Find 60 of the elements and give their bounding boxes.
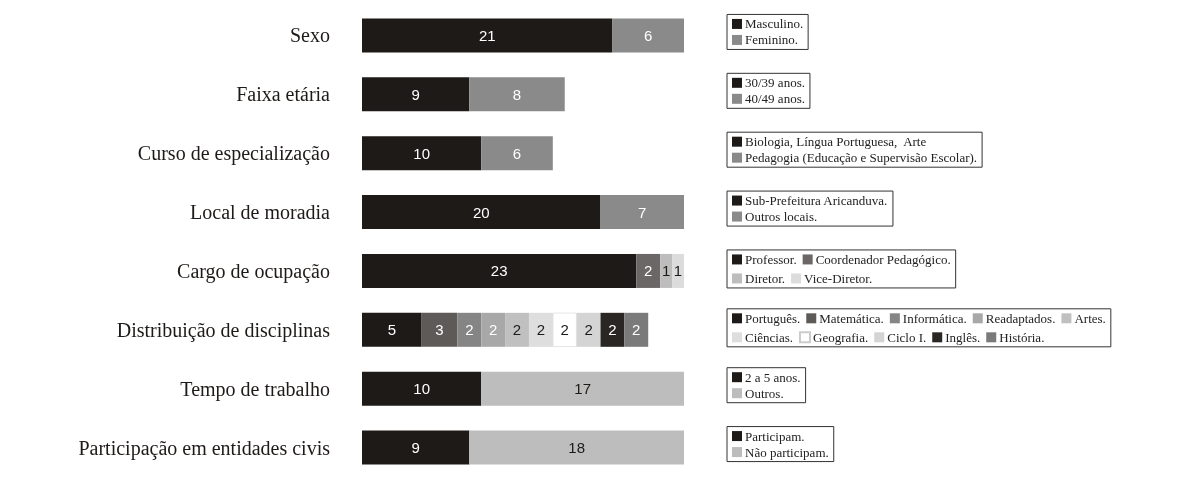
data-label: 2 [512, 321, 522, 339]
y-tick-label: Sexo [290, 24, 330, 47]
data-label: 9 [411, 439, 420, 457]
data-label: 10 [413, 380, 430, 398]
legend-label: Readaptados. [985, 310, 1056, 326]
data-label: 6 [512, 144, 522, 162]
legend-label: Masculino. [745, 16, 804, 32]
legend-label: Vice-Diretor. [804, 270, 873, 286]
legend-label: 2 a 5 anos. [745, 369, 801, 385]
legend-label: História. [999, 329, 1045, 345]
data-label: 2 [644, 262, 653, 280]
data-label: 18 [568, 439, 586, 457]
legend-label: Português. [745, 310, 801, 326]
y-tick-label: Cargo de ocupação [177, 259, 330, 283]
legend-label: 30/39 anos. [745, 75, 805, 91]
data-label: 21 [478, 26, 496, 44]
data-label: 6 [644, 26, 653, 44]
legend-label: Pedagogia (Educação e Supervisão Escolar). [745, 150, 978, 166]
data-label: 1 [673, 262, 683, 280]
y-tick-label: Distribuição de disciplinas [116, 318, 331, 342]
legend-label: Professor. [745, 251, 797, 267]
data-label: 2 [584, 321, 593, 339]
legend-label: Diretor. [745, 270, 786, 286]
data-label: 2 [608, 321, 617, 339]
legend-label: 40/49 anos. [745, 91, 805, 107]
data-label: 10 [413, 144, 430, 162]
legend-label: Outros. [745, 385, 784, 401]
data-label: 2 [465, 321, 474, 339]
legend-label: Ciências. [745, 329, 794, 345]
data-label: 2 [489, 321, 498, 339]
data-label: 2 [536, 321, 546, 339]
data-label: 9 [411, 85, 420, 103]
legend-label: Outros locais. [745, 209, 818, 225]
legend-label: Ciclo I. [887, 329, 927, 345]
data-label: 3 [435, 321, 444, 339]
legend-label: Coordenador Pedagógico. [815, 251, 951, 267]
data-label: 2 [632, 321, 641, 339]
legend-label: Matemática. [819, 310, 884, 326]
data-label: 5 [387, 321, 396, 339]
y-tick-label: Tempo de trabalho [180, 377, 330, 401]
data-label: 23 [490, 262, 508, 280]
data-label: 17 [574, 380, 591, 398]
legend-label: Participam. [745, 428, 805, 444]
legend-label: Não participam. [745, 444, 829, 460]
y-tick-label: Local de moradia [190, 201, 331, 224]
y-tick-label: Faixa etária [236, 83, 331, 106]
legend-label: Sub-Prefeitura Aricanduva. [745, 193, 888, 209]
legend-label: Biologia, Língua Portuguesa, Arte [745, 134, 927, 150]
legend-label: Informática. [902, 310, 967, 326]
legend-label: Artes. [1074, 310, 1106, 326]
y-tick-label: Curso de especialização [137, 142, 330, 166]
legend-label: Inglês. [945, 329, 981, 345]
data-label: 1 [661, 262, 671, 280]
data-label: 8 [512, 85, 522, 103]
data-label: 2 [560, 321, 569, 339]
data-label: 7 [638, 203, 647, 221]
legend-label: Feminino. [745, 32, 799, 48]
data-label: 20 [472, 203, 490, 221]
legend-label: Geografia. [813, 329, 869, 345]
y-tick-label: Participação em entidades civis [78, 436, 331, 460]
